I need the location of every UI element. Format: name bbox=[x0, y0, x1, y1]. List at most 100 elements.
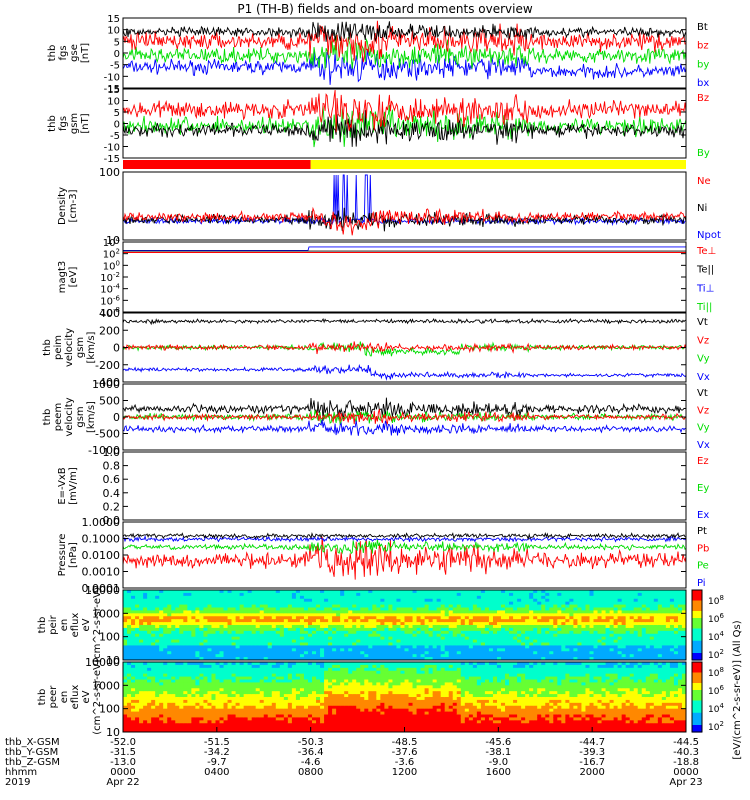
heatmap-cell bbox=[625, 645, 631, 649]
heatmap-cell bbox=[629, 610, 635, 614]
heatmap-cell bbox=[553, 598, 558, 603]
heatmap-cell bbox=[384, 627, 389, 632]
heatmap-cell bbox=[605, 613, 611, 617]
heatmap-cell bbox=[171, 601, 176, 606]
heatmap-cell bbox=[344, 630, 349, 635]
heatmap-cell bbox=[605, 627, 611, 632]
heatmap-cell bbox=[460, 592, 466, 597]
heatmap-cell bbox=[589, 595, 595, 600]
heatmap-cell bbox=[279, 619, 285, 623]
heatmap-cell bbox=[203, 711, 208, 715]
heatmap-cell bbox=[183, 670, 188, 675]
heatmap-cell bbox=[665, 607, 671, 611]
heatmap-cell bbox=[416, 651, 422, 655]
heatmap-cell bbox=[336, 604, 341, 608]
heatmap-cell bbox=[187, 664, 192, 669]
heatmap-cell bbox=[151, 625, 156, 629]
heatmap-cell bbox=[251, 702, 257, 707]
heatmap-cell bbox=[480, 616, 486, 620]
heatmap-cell bbox=[344, 726, 349, 730]
heatmap-cell bbox=[127, 616, 132, 620]
heatmap-cell bbox=[681, 651, 687, 655]
heatmap-cell bbox=[681, 636, 687, 641]
heatmap-cell bbox=[303, 613, 309, 617]
heatmap-cell bbox=[320, 592, 325, 597]
heatmap-cell bbox=[332, 651, 337, 655]
heatmap-cell bbox=[348, 651, 353, 655]
heatmap-cell bbox=[163, 714, 168, 718]
heatmap-cell bbox=[291, 595, 297, 600]
heatmap-cell bbox=[211, 662, 216, 666]
heatmap-cell bbox=[577, 642, 582, 646]
heatmap-cell bbox=[428, 636, 434, 641]
heatmap-cell bbox=[131, 601, 136, 606]
heatmap-cell bbox=[235, 697, 241, 701]
heatmap-cell bbox=[517, 610, 522, 614]
heatmap-cell bbox=[492, 610, 498, 614]
heatmap-cell bbox=[464, 613, 470, 617]
heatmap-cell bbox=[271, 657, 277, 661]
heatmap-cell bbox=[553, 642, 558, 646]
heatmap-cell bbox=[207, 699, 212, 704]
heatmap-cell bbox=[243, 645, 249, 649]
heatmap-cell bbox=[255, 676, 261, 680]
heatmap-cell bbox=[533, 592, 538, 597]
heatmap-cell bbox=[259, 667, 265, 672]
heatmap-cell bbox=[223, 592, 229, 597]
heatmap-cell bbox=[673, 592, 679, 597]
heatmap-cell bbox=[175, 625, 180, 629]
heatmap-cell bbox=[464, 607, 470, 611]
heatmap-cell bbox=[677, 616, 683, 620]
heatmap-cell bbox=[452, 630, 458, 635]
heatmap-cell bbox=[307, 622, 313, 626]
heatmap-cell bbox=[135, 633, 140, 638]
heatmap-cell bbox=[203, 645, 208, 649]
heatmap-cell bbox=[187, 705, 192, 710]
heatmap-cell bbox=[147, 642, 152, 646]
heatmap-cell bbox=[223, 717, 229, 721]
heatmap-cell bbox=[545, 601, 550, 606]
heatmap-cell bbox=[291, 657, 297, 661]
heatmap-cell bbox=[147, 717, 152, 721]
heatmap-cell bbox=[307, 616, 313, 620]
heatmap-cell bbox=[420, 636, 426, 641]
heatmap-cell bbox=[287, 625, 293, 629]
heatmap-cell bbox=[175, 622, 180, 626]
heatmap-cell bbox=[139, 691, 144, 695]
heatmap-cell bbox=[412, 625, 418, 629]
heatmap-cell bbox=[380, 619, 385, 623]
heatmap-cell bbox=[163, 627, 168, 632]
heatmap-cell bbox=[255, 708, 261, 713]
heatmap-cell bbox=[553, 616, 558, 620]
heatmap-cell bbox=[621, 648, 627, 652]
heatmap-cell bbox=[573, 607, 578, 611]
heatmap-cell bbox=[151, 607, 156, 611]
heatmap-cell bbox=[673, 630, 679, 635]
heatmap-cell bbox=[340, 654, 345, 658]
heatmap-cell bbox=[203, 627, 208, 632]
heatmap-cell bbox=[344, 598, 349, 603]
heatmap-cell bbox=[207, 610, 212, 614]
heatmap-cell bbox=[460, 642, 466, 646]
heatmap-cell bbox=[123, 708, 128, 713]
heatmap-cell bbox=[235, 592, 241, 597]
heatmap-cell bbox=[436, 607, 442, 611]
heatmap-cell bbox=[677, 636, 683, 641]
heatmap-cell bbox=[617, 604, 623, 608]
heatmap-cell bbox=[521, 648, 526, 652]
heatmap-cell bbox=[263, 697, 269, 701]
heatmap-cell bbox=[408, 642, 414, 646]
heatmap-cell bbox=[356, 590, 361, 594]
heatmap-cell bbox=[271, 714, 277, 718]
heatmap-cell bbox=[404, 604, 410, 608]
heatmap-cell bbox=[307, 673, 313, 678]
heatmap-cell bbox=[231, 729, 237, 733]
heatmap-cell bbox=[565, 610, 570, 614]
heatmap-cell bbox=[545, 651, 550, 655]
heatmap-cell bbox=[352, 601, 357, 606]
heatmap-cell bbox=[340, 642, 345, 646]
heatmap-cell bbox=[316, 648, 321, 652]
heatmap-cell bbox=[396, 616, 401, 620]
heatmap-cell bbox=[513, 625, 518, 629]
heatmap-cell bbox=[332, 627, 337, 632]
